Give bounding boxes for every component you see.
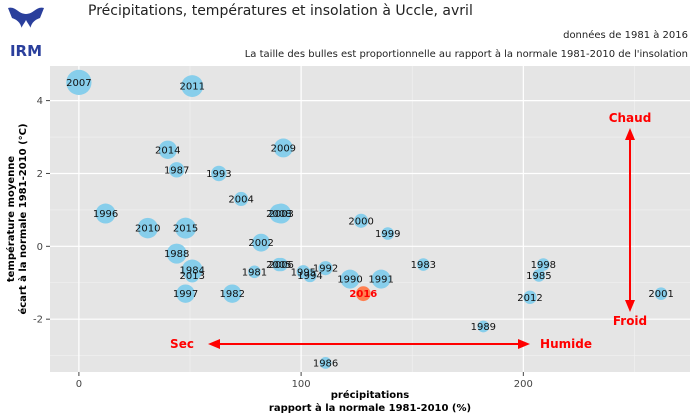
axis-ticks: 0 100 200 -2 0 2 4 [33, 96, 533, 390]
logo-wave-icon [8, 7, 44, 32]
bubble-2002 [252, 233, 271, 252]
bubble-label-2000: 2000 [348, 216, 373, 227]
grid-major [50, 66, 690, 372]
bubble-label-2012: 2012 [517, 293, 542, 304]
bubble-1989 [477, 320, 490, 333]
bubble-2013 [185, 268, 200, 283]
bubble-label-2014: 2014 [155, 145, 180, 156]
plot-panel [50, 66, 690, 372]
chart-title: Précipitations, températures et insolati… [88, 3, 473, 19]
bubble-label-2011: 2011 [179, 82, 204, 93]
annotation-humide: Humide [540, 337, 592, 351]
bubble-label-1998: 1998 [531, 260, 556, 271]
bubble-label-2005: 2005 [266, 260, 291, 271]
x-tick-label: 100 [292, 379, 311, 390]
bubble-label-1985: 1985 [526, 271, 551, 282]
bubble-2007 [66, 69, 92, 96]
bubble-1990 [340, 269, 360, 289]
bubble-1998 [537, 258, 550, 271]
bubble-label-1997: 1997 [173, 289, 198, 300]
logo-text: IRM [10, 42, 42, 60]
bubble-label-1999: 1999 [375, 229, 400, 240]
bubble-2015 [175, 217, 197, 239]
bubble-2011 [181, 75, 204, 97]
bubble-1985 [532, 269, 546, 282]
bubble-1982 [223, 284, 242, 303]
bubble-label-1993: 1993 [206, 169, 231, 180]
bubble-label-1990: 1990 [337, 275, 362, 286]
bubble-1996 [95, 203, 116, 224]
bubble-2012 [523, 290, 537, 305]
bubble-1987 [168, 162, 185, 178]
bubble-label-1984: 1984 [179, 266, 204, 277]
bubble-1986 [319, 356, 332, 369]
annotation-sec: Sec [170, 337, 194, 351]
chart-subtitle-bubble-note: La taille des bulles est proportionnelle… [244, 49, 688, 60]
bubble-label-1995: 1995 [291, 267, 316, 278]
bubble-1992 [318, 261, 333, 276]
bubble-2009 [273, 138, 293, 158]
bubble-label-1989: 1989 [471, 322, 496, 333]
x-tick-label: 0 [76, 379, 82, 390]
bubble-label-2003: 2003 [268, 209, 293, 220]
bubble-label-2006: 2006 [268, 260, 293, 271]
bubble-label-1988: 1988 [164, 249, 189, 260]
irm-logo: IRM [8, 7, 44, 60]
y-axis-title-line1: température moyenne [5, 156, 17, 283]
y-tick-label: -2 [33, 315, 43, 326]
bubble-label-2007: 2007 [66, 78, 91, 89]
x-axis-title-line2: rapport à la normale 1981-2010 (%) [269, 402, 471, 414]
bubble-label-2009: 2009 [271, 143, 296, 154]
bubble-2010 [137, 217, 158, 239]
bubble-1993 [211, 165, 227, 182]
bubble-1999 [381, 227, 395, 240]
bubble-label-2001: 2001 [648, 289, 673, 300]
bubble-1983 [417, 258, 430, 271]
bubble-label-1992: 1992 [313, 264, 338, 275]
x-axis-title-line1: précipitations [331, 389, 410, 401]
bubble-2014 [158, 140, 177, 159]
y-tick-label: 2 [37, 169, 43, 180]
bubble-label-2016: 2016 [349, 289, 377, 300]
bubble-label-1994: 1994 [297, 271, 322, 282]
bubble-2016 [355, 286, 371, 302]
bubble-label-1982: 1982 [219, 289, 244, 300]
bubble-1994 [303, 268, 317, 283]
bubble-label-2013: 2013 [179, 271, 204, 282]
bubble-label-2004: 2004 [228, 194, 253, 205]
bubble-2001 [654, 287, 668, 300]
bubble-label-2010: 2010 [135, 224, 160, 235]
chart-subtitle: données de 1981 à 2016 [563, 30, 688, 41]
bubble-label-2002: 2002 [248, 238, 273, 249]
bubble-label-1983: 1983 [411, 260, 436, 271]
bubble-2004 [234, 191, 249, 207]
y-axis-title-line2: écart à la normale 1981-2010 (°C) [17, 123, 29, 314]
bubble-1991 [371, 269, 391, 289]
annotation-froid: Froid [613, 314, 647, 328]
annotation-chaud: Chaud [609, 111, 652, 125]
bubble-2006 [274, 257, 288, 272]
bubble-2000 [354, 213, 369, 228]
y-tick-label: 4 [37, 96, 43, 107]
bubble-1988 [166, 243, 187, 264]
bubble-labels: 2007 2011 2009 2014 1987 1993 2004 1996 20032008… [66, 78, 674, 369]
warm-cold-arrow [625, 128, 635, 312]
x-tick-label: 200 [514, 379, 533, 390]
dry-wet-arrow [208, 339, 530, 349]
grid-minor [50, 66, 690, 372]
bubble-label-1991: 1991 [368, 275, 393, 286]
y-tick-label: 0 [37, 242, 43, 253]
bubble-1981 [248, 265, 261, 279]
bubble-label-1986: 1986 [313, 358, 338, 369]
bubble-1997 [176, 284, 195, 303]
bubble-label-1981: 1981 [242, 267, 267, 278]
bubble-label-2015: 2015 [173, 224, 198, 235]
bubble-label-2008: 2008 [266, 209, 291, 220]
logo-drop-icon [21, 20, 31, 35]
bubbles [66, 69, 668, 369]
bubble-label-1987: 1987 [164, 165, 189, 176]
bubble-2008 [269, 204, 289, 223]
bubble-label-1996: 1996 [93, 209, 118, 220]
